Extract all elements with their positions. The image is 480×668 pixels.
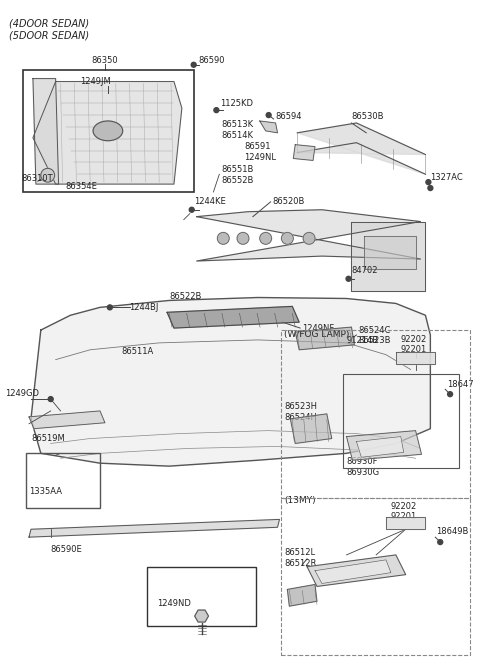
Bar [343, 375, 459, 468]
Text: 1335AA: 1335AA [29, 487, 62, 496]
Polygon shape [315, 560, 391, 584]
Polygon shape [29, 411, 105, 429]
Polygon shape [195, 610, 208, 622]
Bar [281, 330, 470, 498]
Polygon shape [288, 584, 317, 606]
Circle shape [108, 305, 112, 310]
Polygon shape [33, 81, 182, 184]
Text: 1249JM: 1249JM [80, 77, 110, 86]
Text: 1125KD: 1125KD [220, 99, 253, 108]
Bar [281, 498, 470, 655]
Circle shape [428, 186, 433, 190]
Polygon shape [33, 79, 59, 184]
Text: 86524C: 86524C [359, 325, 391, 335]
Circle shape [260, 232, 272, 244]
Text: 86552B: 86552B [221, 176, 253, 184]
Polygon shape [260, 121, 277, 133]
Text: 18647: 18647 [447, 380, 474, 389]
Polygon shape [167, 307, 299, 328]
Polygon shape [386, 518, 425, 529]
Circle shape [266, 113, 271, 118]
Text: 1249GD: 1249GD [5, 389, 39, 397]
Circle shape [237, 232, 249, 244]
Text: 91214B: 91214B [347, 337, 379, 345]
Circle shape [448, 391, 453, 397]
Polygon shape [364, 236, 416, 269]
Circle shape [303, 232, 315, 244]
Text: 86930F: 86930F [347, 457, 378, 466]
Text: 1249NL: 1249NL [244, 153, 276, 162]
Polygon shape [290, 414, 332, 444]
Polygon shape [29, 520, 279, 537]
Circle shape [189, 207, 194, 212]
Text: 1244KE: 1244KE [194, 197, 226, 206]
Text: 86522B: 86522B [169, 292, 202, 301]
Text: 86512R: 86512R [285, 559, 317, 568]
Text: 86524H: 86524H [285, 413, 317, 422]
Text: 86520B: 86520B [273, 197, 305, 206]
Text: 84702: 84702 [351, 267, 378, 275]
Text: 1249NF: 1249NF [302, 323, 335, 333]
Circle shape [41, 168, 55, 182]
Circle shape [214, 108, 219, 113]
Text: 86591: 86591 [244, 142, 271, 151]
Polygon shape [351, 222, 425, 291]
Text: 1244BJ: 1244BJ [130, 303, 159, 312]
Polygon shape [357, 437, 404, 458]
Text: (W/FOG LAMP): (W/FOG LAMP) [285, 331, 350, 339]
Circle shape [217, 232, 229, 244]
Polygon shape [396, 352, 435, 363]
Text: 1327AC: 1327AC [431, 173, 463, 182]
Polygon shape [197, 210, 420, 261]
Text: 86514K: 86514K [221, 132, 253, 140]
Circle shape [426, 180, 431, 184]
Polygon shape [307, 555, 406, 587]
Circle shape [438, 540, 443, 544]
Text: 86594: 86594 [276, 112, 302, 120]
Circle shape [281, 232, 293, 244]
Circle shape [346, 277, 351, 281]
Polygon shape [295, 327, 354, 350]
Text: 86511A: 86511A [122, 347, 154, 356]
Bar [26, 454, 100, 508]
Bar [147, 566, 256, 626]
Text: 86523B: 86523B [359, 337, 391, 345]
Polygon shape [347, 431, 421, 460]
Ellipse shape [93, 121, 123, 141]
Bar [23, 69, 194, 192]
Circle shape [48, 397, 53, 401]
Text: 1249ND: 1249ND [157, 599, 191, 608]
Text: 86350: 86350 [92, 56, 118, 65]
Text: 92202: 92202 [391, 502, 417, 511]
Polygon shape [297, 123, 425, 174]
Text: 92202: 92202 [401, 335, 427, 345]
Text: 86551B: 86551B [221, 165, 253, 174]
Text: 92201: 92201 [391, 512, 417, 521]
Circle shape [191, 62, 196, 67]
Text: (5DOOR SEDAN): (5DOOR SEDAN) [9, 30, 89, 40]
Text: 86523H: 86523H [285, 403, 317, 411]
Text: 86513K: 86513K [221, 120, 253, 130]
Text: (4DOOR SEDAN): (4DOOR SEDAN) [9, 19, 89, 29]
Text: 86930G: 86930G [347, 468, 380, 476]
Text: 86310T: 86310T [21, 174, 53, 182]
Polygon shape [293, 145, 315, 160]
Text: 86530B: 86530B [351, 112, 384, 120]
Text: 86590E: 86590E [51, 546, 83, 554]
Text: 86590: 86590 [199, 56, 225, 65]
Text: (13MY): (13MY) [285, 496, 316, 505]
Text: 86512L: 86512L [285, 548, 315, 557]
Text: 86354E: 86354E [65, 182, 97, 190]
Polygon shape [31, 297, 431, 466]
Text: 86519M: 86519M [31, 434, 65, 443]
Text: 18649B: 18649B [436, 527, 468, 536]
Text: 92201: 92201 [401, 345, 427, 354]
